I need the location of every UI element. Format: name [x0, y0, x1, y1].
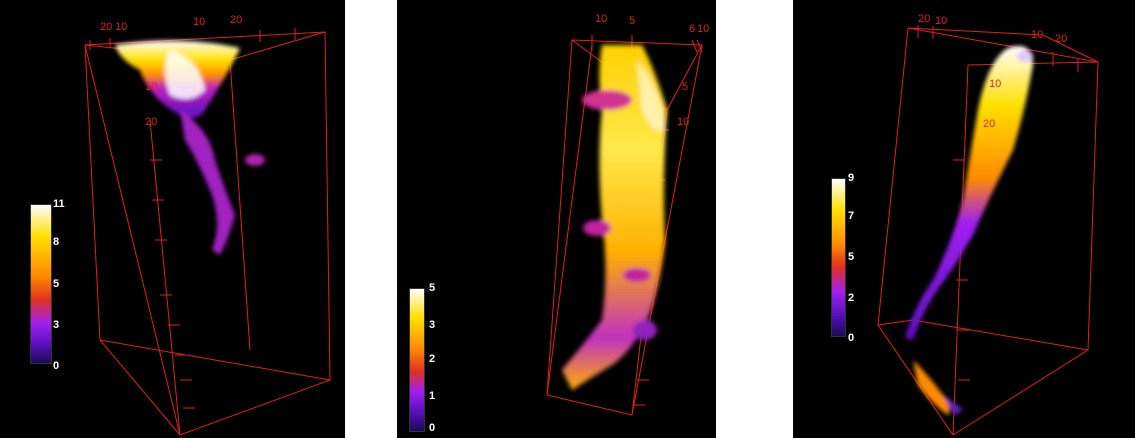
colorbar-tick: 2 — [848, 293, 854, 304]
axis-label: 10 — [193, 16, 205, 28]
axis-label: 20 — [145, 116, 157, 128]
axis-label: 20 — [918, 13, 930, 25]
colorbar-tick: 0 — [848, 333, 854, 344]
colorbar-tick: 2 — [429, 354, 435, 365]
neuron-structure — [562, 45, 667, 390]
colorbar-tick: 11 — [53, 199, 65, 210]
colorbar-tick: 3 — [53, 320, 59, 331]
axis-label: 10 — [989, 78, 1001, 90]
colorbar-tick: 5 — [848, 252, 854, 263]
colorbar-tick: 0 — [429, 423, 435, 434]
axis-label: 5 — [629, 15, 635, 27]
render-panel-1: 20 10 10 20 10 20 11 8 5 3 0 — [0, 0, 345, 438]
colorbar-tick: 1 — [429, 391, 435, 402]
colorbar-tick: 3 — [429, 320, 435, 331]
axis-label: 20 — [230, 14, 242, 26]
axis-label: 6 — [689, 23, 695, 35]
neuron-structure — [115, 41, 265, 255]
render-panel-3: 20 10 10 20 10 20 9 7 5 2 0 — [793, 0, 1135, 438]
axis-label: 10 — [595, 13, 607, 25]
neuron-structure — [905, 46, 1033, 415]
colorbar-tick: 8 — [53, 237, 59, 248]
colorbar-2 — [409, 288, 425, 432]
colorbar-3 — [831, 178, 846, 337]
axis-label: 20 — [100, 21, 112, 33]
colorbar-tick: 5 — [429, 283, 435, 294]
axis-label: 10 — [935, 15, 947, 27]
colorbar-tick: 7 — [848, 211, 854, 222]
volume-render-2: 10 5 6 10 5 10 — [397, 0, 716, 438]
colorbar-tick: 5 — [53, 279, 59, 290]
axis-label: 10 — [1031, 29, 1043, 41]
render-panel-2: 10 5 6 10 5 10 5 3 2 1 0 — [397, 0, 716, 438]
axis-label: 20 — [1055, 33, 1067, 45]
axis-label: 10 — [115, 21, 127, 33]
axis-label: 20 — [983, 118, 995, 130]
colorbar-tick: 0 — [53, 361, 59, 372]
axis-label: 10 — [697, 23, 709, 35]
axis-label: 10 — [145, 81, 157, 93]
axis-label: 5 — [682, 81, 688, 93]
axis-label: 10 — [677, 116, 689, 128]
colorbar-1 — [30, 204, 52, 364]
colorbar-tick: 9 — [848, 173, 854, 184]
